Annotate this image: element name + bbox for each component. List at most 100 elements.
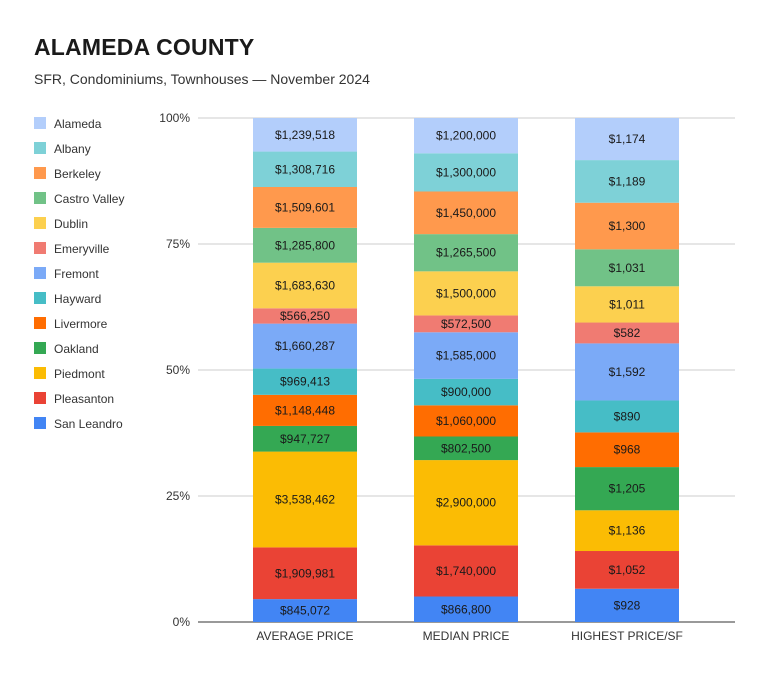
data-label-dublin-highest-price-sf: $1,011 xyxy=(609,297,645,311)
legend-label: Livermore xyxy=(54,316,108,331)
data-label-piedmont-average-price: $3,538,462 xyxy=(275,492,335,506)
bar-segment-hayward-average-price xyxy=(253,368,357,395)
data-label-albany-median-price: $1,300,000 xyxy=(436,165,496,179)
bar-segment-livermore-highest-price-sf xyxy=(575,432,679,468)
legend-label: San Leandro xyxy=(54,416,123,431)
data-label-oakland-average-price: $947,727 xyxy=(280,432,330,446)
data-label-livermore-median-price: $1,060,000 xyxy=(436,414,496,428)
legend-item-pleasanton: Pleasanton xyxy=(34,386,124,411)
bar-segment-pleasanton-median-price xyxy=(414,545,518,597)
data-label-oakland-highest-price-sf: $1,205 xyxy=(609,482,646,496)
data-label-livermore-average-price: $1,148,448 xyxy=(275,403,335,417)
legend-item-san-leandro: San Leandro xyxy=(34,411,124,436)
data-label-pleasanton-highest-price-sf: $1,052 xyxy=(609,563,646,577)
data-label-alameda-average-price: $1,239,518 xyxy=(275,128,335,142)
bar-segment-emeryville-average-price xyxy=(253,308,357,324)
data-label-emeryville-median-price: $572,500 xyxy=(441,317,491,331)
bar-segment-berkeley-median-price xyxy=(414,191,518,235)
data-label-emeryville-highest-price-sf: $582 xyxy=(614,326,641,340)
bar-segment-dublin-average-price xyxy=(253,262,357,309)
data-label-livermore-highest-price-sf: $968 xyxy=(614,443,641,457)
bar-segment-livermore-median-price xyxy=(414,405,518,437)
legend-swatch xyxy=(34,167,46,179)
data-label-emeryville-average-price: $566,250 xyxy=(280,309,330,323)
legend-label: Berkeley xyxy=(54,166,101,181)
bar-segment-albany-median-price xyxy=(414,153,518,192)
legend-item-albany: Albany xyxy=(34,136,124,161)
legend-label: Hayward xyxy=(54,291,102,306)
data-label-dublin-average-price: $1,683,630 xyxy=(275,278,335,292)
legend-item-hayward: Hayward xyxy=(34,286,124,311)
bar-segment-fremont-average-price xyxy=(253,323,357,369)
legend-swatch xyxy=(34,367,46,379)
legend-item-berkeley: Berkeley xyxy=(34,161,124,186)
bar-segment-dublin-median-price xyxy=(414,271,518,316)
data-label-berkeley-average-price: $1,509,601 xyxy=(275,200,335,214)
x-tick-label: HIGHEST PRICE/SF xyxy=(571,629,683,643)
bar-segment-fremont-highest-price-sf xyxy=(575,343,679,401)
y-tick-label: 100% xyxy=(159,111,190,125)
data-label-castro-valley-median-price: $1,265,500 xyxy=(436,246,496,260)
legend-label: Albany xyxy=(54,141,91,156)
legend-label: Piedmont xyxy=(54,366,105,381)
legend-label: Alameda xyxy=(54,116,102,131)
data-label-alameda-highest-price-sf: $1,174 xyxy=(609,132,646,146)
data-label-pleasanton-median-price: $1,740,000 xyxy=(436,564,496,578)
legend-label: Emeryville xyxy=(54,241,110,256)
legend-item-castro-valley: Castro Valley xyxy=(34,186,124,211)
legend-swatch xyxy=(34,417,46,429)
data-label-albany-highest-price-sf: $1,189 xyxy=(609,174,646,188)
data-label-piedmont-median-price: $2,900,000 xyxy=(436,496,496,510)
legend-item-piedmont: Piedmont xyxy=(34,361,124,386)
bar-segment-fremont-median-price xyxy=(414,332,518,379)
legend-label: Castro Valley xyxy=(54,191,125,206)
data-label-berkeley-highest-price-sf: $1,300 xyxy=(609,219,646,233)
bar-segment-alameda-average-price xyxy=(253,118,357,152)
data-label-pleasanton-average-price: $1,909,981 xyxy=(275,566,335,580)
bar-segment-hayward-highest-price-sf xyxy=(575,400,679,433)
y-tick-label: 25% xyxy=(166,489,190,503)
bar-segment-castro-valley-average-price xyxy=(253,227,357,263)
bar-segment-dublin-highest-price-sf xyxy=(575,286,679,323)
bar-segment-castro-valley-highest-price-sf xyxy=(575,249,679,287)
legend-item-emeryville: Emeryville xyxy=(34,236,124,261)
data-label-fremont-median-price: $1,585,000 xyxy=(436,349,496,363)
data-label-hayward-average-price: $969,413 xyxy=(280,375,330,389)
legend-swatch xyxy=(34,342,46,354)
bar-segment-san-leandro-average-price xyxy=(253,599,357,622)
data-label-san-leandro-highest-price-sf: $928 xyxy=(614,598,641,612)
bar-segment-pleasanton-average-price xyxy=(253,547,357,600)
bar-segment-piedmont-average-price xyxy=(253,451,357,548)
legend-swatch xyxy=(34,217,46,229)
legend-label: Oakland xyxy=(54,341,99,356)
legend-item-fremont: Fremont xyxy=(34,261,124,286)
legend-swatch xyxy=(34,142,46,154)
bar-segment-livermore-average-price xyxy=(253,394,357,426)
y-tick-label: 50% xyxy=(166,363,190,377)
bar-segment-castro-valley-median-price xyxy=(414,234,518,272)
bar-segment-albany-highest-price-sf xyxy=(575,160,679,203)
data-label-berkeley-median-price: $1,450,000 xyxy=(436,206,496,220)
data-label-dublin-median-price: $1,500,000 xyxy=(436,286,496,300)
bar-segment-albany-average-price xyxy=(253,151,357,188)
bar-segment-emeryville-highest-price-sf xyxy=(575,322,679,344)
legend-label: Pleasanton xyxy=(54,391,115,406)
bar-segment-emeryville-median-price xyxy=(414,315,518,333)
data-label-castro-valley-average-price: $1,285,800 xyxy=(275,238,335,252)
legend-item-livermore: Livermore xyxy=(34,311,124,336)
data-label-castro-valley-highest-price-sf: $1,031 xyxy=(609,261,646,275)
legend-swatch xyxy=(34,242,46,254)
legend-label: Fremont xyxy=(54,266,99,281)
bar-segment-piedmont-highest-price-sf xyxy=(575,510,679,552)
chart-subtitle: SFR, Condominiums, Townhouses — November… xyxy=(34,71,370,87)
y-tick-label: 75% xyxy=(166,237,190,251)
chart-title: ALAMEDA COUNTY xyxy=(34,34,255,60)
chart-legend: Alameda Albany Berkeley Castro Valley Dublin… xyxy=(34,111,124,436)
legend-item-oakland: Oakland xyxy=(34,336,124,361)
legend-swatch xyxy=(34,117,46,129)
y-tick-label: 0% xyxy=(173,615,191,629)
data-label-san-leandro-median-price: $866,800 xyxy=(441,602,491,616)
data-label-hayward-highest-price-sf: $890 xyxy=(614,409,641,423)
bar-segment-oakland-median-price xyxy=(414,436,518,461)
